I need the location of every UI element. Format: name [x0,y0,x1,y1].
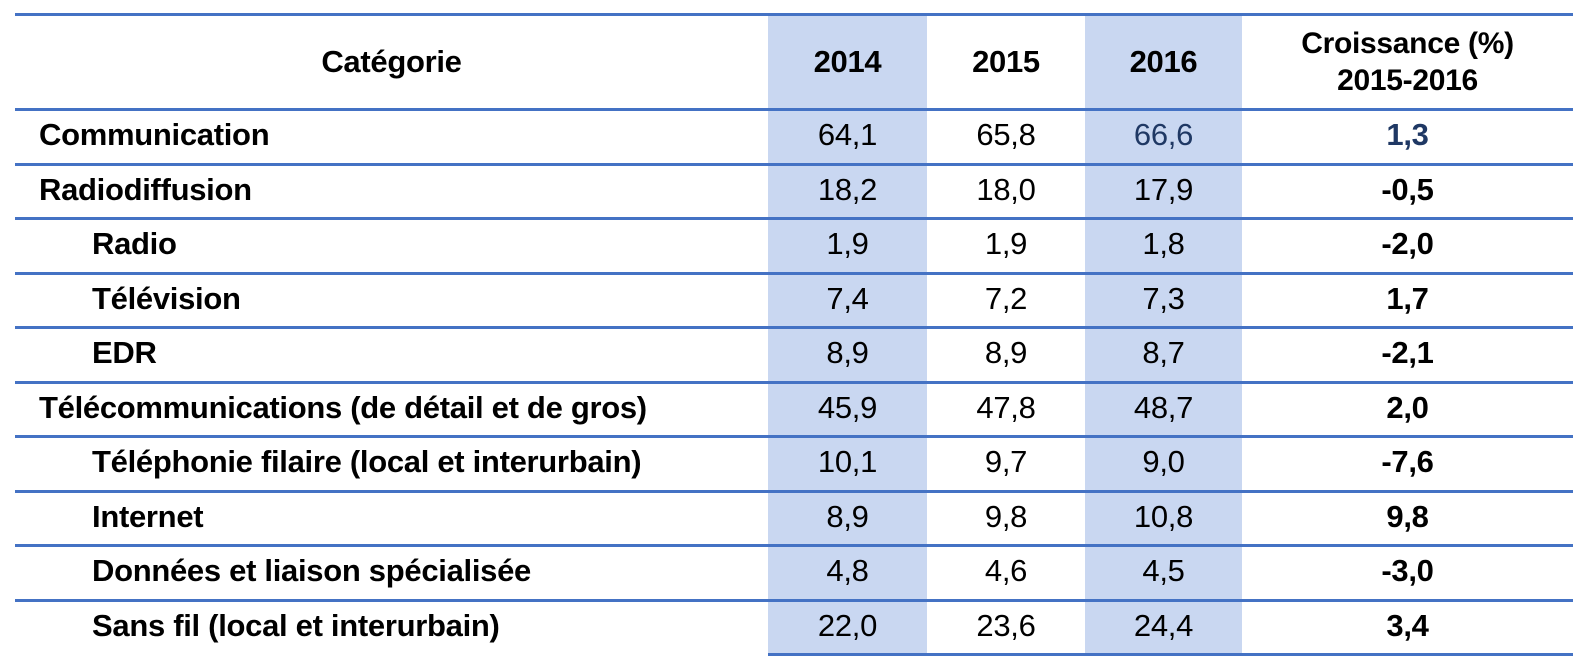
value-2015-cell: 47,8 [927,382,1085,438]
value-2014-cell: 8,9 [768,327,927,384]
table-row: Télécommunications (de détail et de gros… [15,382,1573,438]
value-2014-cell: 64,1 [768,109,927,166]
value-2016-cell: 10,8 [1085,491,1242,547]
table-row: Radiodiffusion 18,2 18,0 17,9 -0,5 [15,164,1573,220]
value-2014-cell: 7,4 [768,273,927,329]
value-2016-cell: 9,0 [1085,436,1242,493]
col-header-croissance: Croissance (%) 2015-2016 [1242,13,1573,111]
table-row: Télévision 7,4 7,2 7,3 1,7 [15,273,1573,329]
category-cell: Données et liaison spécialisée [15,545,768,602]
value-2016-cell: 8,7 [1085,327,1242,384]
category-cell: Radio [15,218,768,275]
category-cell: Télévision [15,273,768,329]
table-row: Sans fil (local et interurbain) 22,0 23,6 2… [15,600,1573,656]
table-row: EDR 8,9 8,9 8,7 -2,1 [15,327,1573,384]
value-2015-cell: 7,2 [927,273,1085,329]
table-row: Téléphonie filaire (local et interurbain… [15,436,1573,493]
table-row: Internet 8,9 9,8 10,8 9,8 [15,491,1573,547]
category-cell: Radiodiffusion [15,164,768,220]
col-header-2014: 2014 [768,13,927,111]
value-2016-cell: 48,7 [1085,382,1242,438]
value-2016-cell: 7,3 [1085,273,1242,329]
col-header-2015: 2015 [927,13,1085,111]
value-2014-cell: 22,0 [768,600,927,656]
category-cell: Internet [15,491,768,547]
growth-cell: 2,0 [1242,382,1573,438]
growth-cell: 1,3 [1242,109,1573,166]
value-2014-cell: 45,9 [768,382,927,438]
value-2014-cell: 4,8 [768,545,927,602]
growth-cell: -2,0 [1242,218,1573,275]
category-cell: Télécommunications (de détail et de gros… [15,382,768,438]
value-2016-cell: 17,9 [1085,164,1242,220]
growth-cell: -3,0 [1242,545,1573,602]
croissance-label-line2: 2015-2016 [1337,64,1478,97]
col-header-2016: 2016 [1085,13,1242,111]
table-row: Radio 1,9 1,9 1,8 -2,0 [15,218,1573,275]
value-2015-cell: 23,6 [927,600,1085,656]
category-cell: Communication [15,109,768,166]
value-2016-cell: 1,8 [1085,218,1242,275]
category-cell: Sans fil (local et interurbain) [92,607,500,643]
table-container: Catégorie 2014 2015 2016 Croissance (%) … [15,13,1573,656]
value-2016-cell: 4,5 [1085,545,1242,602]
growth-cell: 3,4 [1242,600,1573,656]
header-row: Catégorie 2014 2015 2016 Croissance (%) … [15,13,1573,111]
col-header-categorie: Catégorie [15,13,768,111]
value-2015-cell: 18,0 [927,164,1085,220]
value-2014-cell: 18,2 [768,164,927,220]
value-2015-cell: 65,8 [927,109,1085,166]
croissance-label-line1: Croissance (%) [1301,26,1514,60]
table-row: Données et liaison spécialisée 4,8 4,6 4,5-… [15,545,1573,602]
value-2015-cell: 8,9 [927,327,1085,384]
value-2015-cell: 4,6 [927,545,1085,602]
value-2015-cell: 9,7 [927,436,1085,493]
table-body: Communication 64,1 65,8 66,6 1,3 Radiodiffusi… [15,109,1573,656]
value-2014-cell: 8,9 [768,491,927,547]
growth-cell: -0,5 [1242,164,1573,220]
value-2015-cell: 9,8 [927,491,1085,547]
growth-cell: 9,8 [1242,491,1573,547]
value-2014-cell: 10,1 [768,436,927,493]
table-header: Catégorie 2014 2015 2016 Croissance (%) … [15,13,1573,111]
value-2014-cell: 1,9 [768,218,927,275]
data-table: Catégorie 2014 2015 2016 Croissance (%) … [15,13,1573,656]
category-cell: Téléphonie filaire (local et interurbain… [15,436,768,493]
growth-cell: -2,1 [1242,327,1573,384]
value-2015-cell: 1,9 [927,218,1085,275]
category-cell: EDR [15,327,768,384]
value-2016-cell: 24,4 [1085,600,1242,656]
value-2016-cell: 66,6 [1085,109,1242,166]
table-row: Communication 64,1 65,8 66,6 1,3 [15,109,1573,166]
growth-cell: -7,6 [1242,436,1573,493]
growth-cell: 1,7 [1242,273,1573,329]
